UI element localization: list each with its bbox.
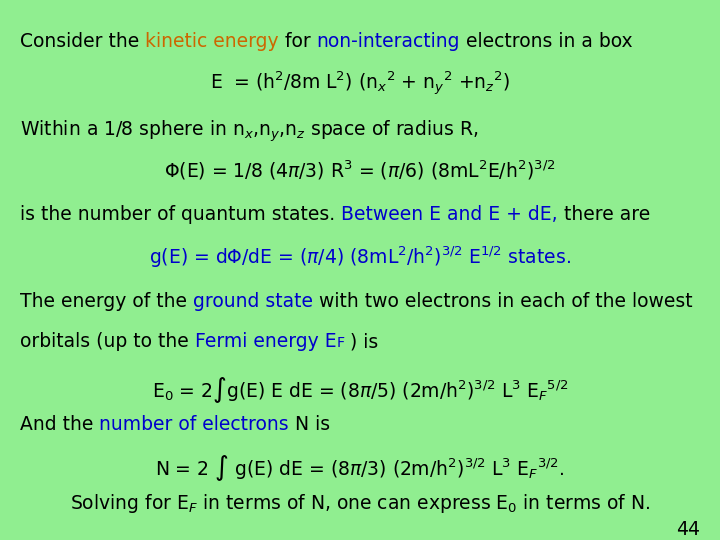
Text: ) is: ) is [344, 332, 379, 351]
Text: Between E and E + dE,: Between E and E + dE, [341, 205, 558, 224]
Text: N is: N is [289, 415, 330, 434]
Text: is the number of quantum states.: is the number of quantum states. [20, 205, 341, 224]
Text: Consider the: Consider the [20, 32, 145, 51]
Text: E  = (h$^2$/8m L$^2$) (n$_x$$^2$ + n$_y$$^2$ +n$_z$$^2$): E = (h$^2$/8m L$^2$) (n$_x$$^2$ + n$_y$$… [210, 70, 510, 98]
Text: g(E) = d$\Phi$/dE = ($\pi$/4) (8mL$^2$/h$^2$)$^{3/2}$ E$^{1/2}$ states.: g(E) = d$\Phi$/dE = ($\pi$/4) (8mL$^2$/h… [149, 245, 571, 271]
Text: N = 2 $\int$ g(E) dE = (8$\pi$/3) (2m/h$^2$)$^{3/2}$ L$^3$ E$_F$$^{3/2}$.: N = 2 $\int$ g(E) dE = (8$\pi$/3) (2m/h$… [156, 453, 564, 483]
Text: non-interacting: non-interacting [317, 32, 460, 51]
Text: kinetic energy: kinetic energy [145, 32, 279, 51]
Text: The energy of the: The energy of the [20, 292, 193, 311]
Text: number of electrons: number of electrons [99, 415, 289, 434]
Text: 44: 44 [676, 520, 700, 539]
Text: with two electrons in each of the lowest: with two electrons in each of the lowest [313, 292, 693, 311]
Text: orbitals (up to the: orbitals (up to the [20, 332, 194, 351]
Text: E$_0$ = 2$\int$g(E) E dE = (8$\pi$/5) (2m/h$^2$)$^{3/2}$ L$^3$ E$_F$$^{5/2}$: E$_0$ = 2$\int$g(E) E dE = (8$\pi$/5) (2… [152, 375, 568, 405]
Text: ground state: ground state [193, 292, 313, 311]
Text: And the: And the [20, 415, 99, 434]
Text: for: for [279, 32, 317, 51]
Text: Within a 1/8 sphere in n$_x$,n$_y$,n$_z$ space of radius R,: Within a 1/8 sphere in n$_x$,n$_y$,n$_z$… [20, 118, 478, 144]
Text: there are: there are [558, 205, 650, 224]
Text: Solving for E$_F$ in terms of N, one can express E$_0$ in terms of N.: Solving for E$_F$ in terms of N, one can… [70, 492, 650, 515]
Text: F: F [336, 336, 344, 350]
Text: Fermi energy E: Fermi energy E [194, 332, 336, 351]
Text: $\Phi$(E) = 1/8 (4$\pi$/3) R$^3$ = ($\pi$/6) (8mL$^2$E/h$^2$)$^{3/2}$: $\Phi$(E) = 1/8 (4$\pi$/3) R$^3$ = ($\pi… [164, 158, 556, 181]
Text: electrons in a box: electrons in a box [460, 32, 633, 51]
